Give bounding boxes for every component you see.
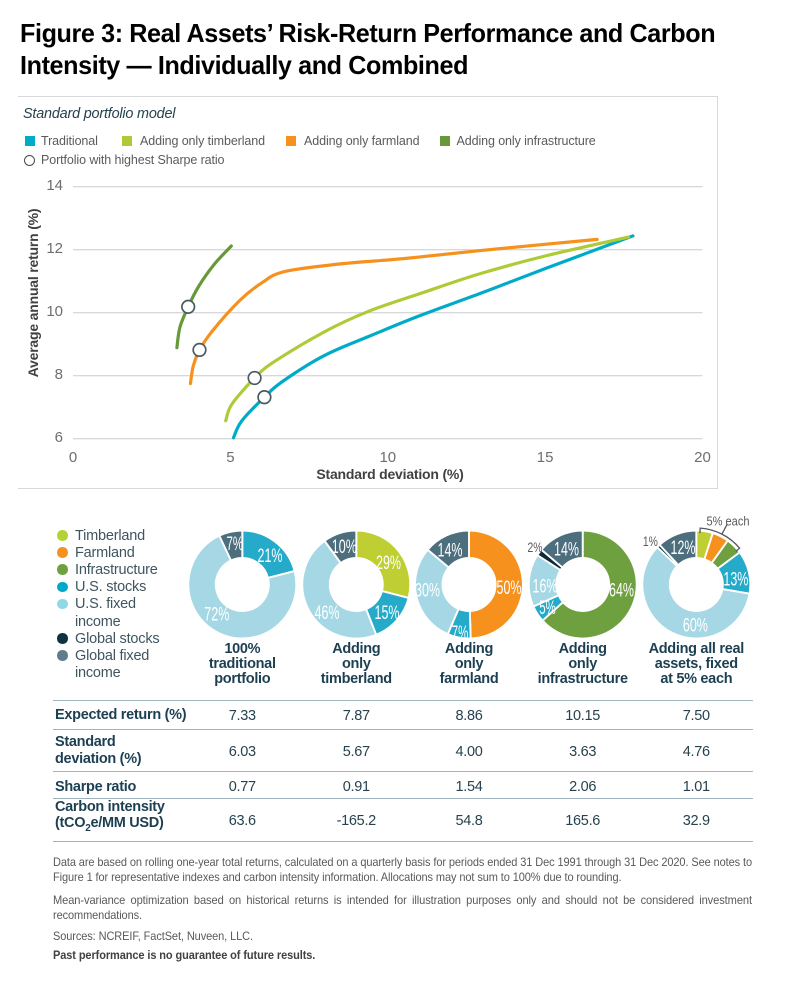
svg-text:2%: 2% xyxy=(528,539,543,555)
svg-text:14%: 14% xyxy=(554,540,579,561)
svg-text:14%: 14% xyxy=(438,541,463,562)
svg-text:12%: 12% xyxy=(671,538,696,559)
svg-text:60%: 60% xyxy=(683,615,708,636)
svg-text:13%: 13% xyxy=(723,569,748,590)
svg-text:0: 0 xyxy=(69,449,77,466)
svg-text:15%: 15% xyxy=(375,603,400,624)
svg-text:10: 10 xyxy=(379,449,396,466)
svg-text:12: 12 xyxy=(46,240,63,257)
svg-text:5%: 5% xyxy=(539,598,556,619)
svg-text:16%: 16% xyxy=(533,577,558,598)
svg-text:30%: 30% xyxy=(415,581,440,602)
svg-text:7%: 7% xyxy=(452,623,469,644)
svg-text:64%: 64% xyxy=(609,581,634,602)
svg-text:6: 6 xyxy=(55,429,63,446)
svg-text:10%: 10% xyxy=(332,537,357,558)
svg-text:5: 5 xyxy=(226,449,234,466)
svg-text:72%: 72% xyxy=(204,605,229,626)
svg-text:50%: 50% xyxy=(497,578,522,599)
svg-text:29%: 29% xyxy=(376,553,401,574)
svg-text:14: 14 xyxy=(46,177,63,194)
svg-text:20: 20 xyxy=(694,449,711,466)
svg-text:10: 10 xyxy=(46,303,63,320)
svg-text:21%: 21% xyxy=(258,546,283,567)
svg-text:Standard deviation (%): Standard deviation (%) xyxy=(316,466,463,482)
svg-text:7%: 7% xyxy=(227,534,244,555)
svg-text:Average annual return (%): Average annual return (%) xyxy=(25,209,41,378)
svg-text:15: 15 xyxy=(537,449,554,466)
svg-text:46%: 46% xyxy=(315,603,340,624)
svg-text:5% each: 5% each xyxy=(707,514,750,529)
svg-text:1%: 1% xyxy=(643,533,658,549)
svg-text:8: 8 xyxy=(55,366,63,383)
